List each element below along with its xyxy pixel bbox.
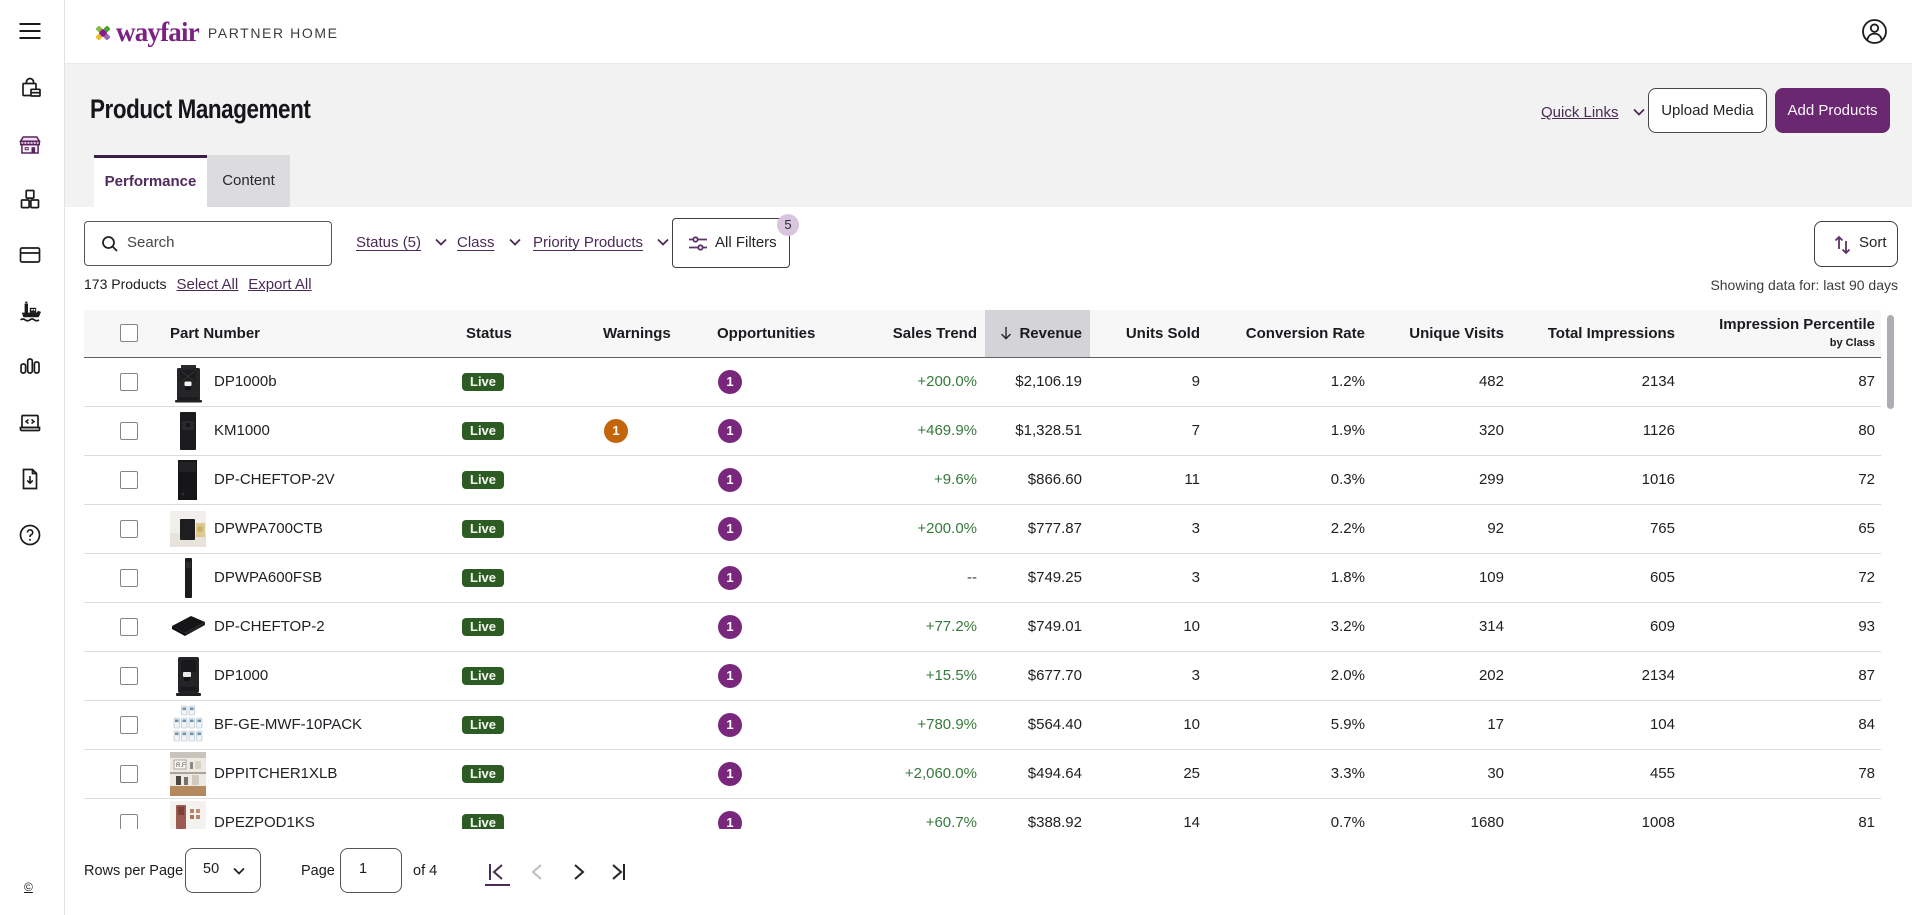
svg-text:R.F: R.F [176,763,186,769]
